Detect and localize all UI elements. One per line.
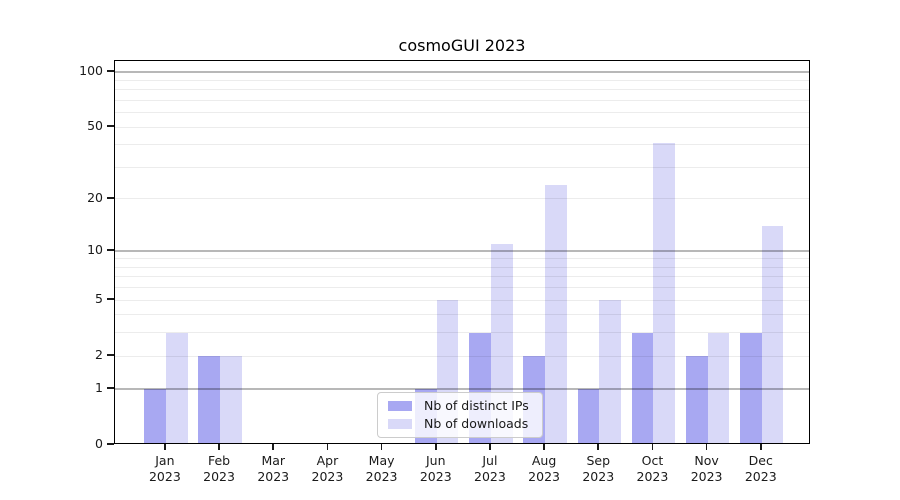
x-tick (489, 444, 491, 450)
gridline-minor (115, 144, 809, 146)
x-tick (380, 444, 383, 450)
x-tick (218, 444, 220, 450)
bar-downloads (165, 332, 188, 443)
gridline-minor (115, 314, 809, 316)
x-tick (164, 444, 166, 450)
x-tick-label: Nov 2023 (690, 453, 723, 484)
x-tick (543, 444, 545, 450)
legend-label: Nb of distinct IPs (424, 398, 529, 413)
x-tick-label: Jul 2023 (474, 453, 506, 484)
x-tick-label: Aug 2023 (528, 453, 560, 484)
x-tick-label: Jun 2023 (419, 453, 452, 484)
bar-downloads (653, 142, 676, 443)
x-tick-label: Jan 2023 (148, 453, 181, 484)
bar-distinct-ips (685, 356, 708, 443)
y-tick-label: 2 (95, 347, 103, 363)
x-tick (705, 444, 708, 450)
bar-distinct-ips (198, 356, 221, 443)
gridline-minor (115, 112, 809, 114)
y-tick-label: 20 (87, 189, 103, 205)
y-tick-label: 0 (95, 436, 103, 451)
legend-swatch-downloads (388, 418, 412, 430)
y-tick-label: 10 (87, 242, 103, 258)
legend-item: Nb of downloads (386, 417, 534, 431)
bar-distinct-ips (577, 388, 600, 443)
gridline-minor (115, 276, 809, 278)
gridline-minor (115, 99, 809, 101)
y-tick-label: 1 (95, 379, 103, 395)
gridline-minor (115, 287, 809, 289)
y-tick (107, 298, 114, 301)
bar-distinct-ips (144, 388, 166, 443)
y-tick-label: 50 (87, 118, 103, 134)
gridline-minor (115, 198, 809, 200)
y-tick (107, 354, 114, 357)
gridline-minor (115, 266, 809, 268)
bar-downloads (220, 356, 242, 443)
x-tick-label: Apr 2023 (311, 453, 344, 484)
y-tick-label: 5 (95, 291, 103, 307)
y-tick (107, 125, 114, 128)
legend-swatch-distinct-ips (388, 400, 412, 412)
gridline-major (115, 388, 809, 390)
bar-distinct-ips (740, 332, 762, 443)
legend-label: Nb of downloads (424, 416, 529, 431)
legend-item: Nb of distinct IPs (386, 399, 534, 413)
gridline-minor (115, 355, 809, 357)
gridline-minor (115, 299, 809, 301)
y-tick (107, 443, 114, 445)
gridline-major (115, 250, 809, 252)
plot-area (114, 60, 810, 444)
gridline-major (115, 71, 809, 73)
y-tick (107, 197, 114, 199)
gridline-minor (115, 332, 809, 334)
x-tick (759, 444, 762, 450)
x-tick-label: Dec 2023 (744, 453, 777, 484)
bar-downloads (761, 226, 784, 443)
gridline-minor (115, 79, 809, 81)
chart-title: cosmoGUI 2023 (398, 36, 526, 55)
x-tick-label: Mar 2023 (257, 453, 290, 484)
x-tick (651, 444, 654, 450)
gridline-minor (115, 258, 809, 260)
x-tick (272, 444, 275, 450)
x-tick (597, 444, 600, 450)
bar-downloads (545, 184, 567, 443)
x-tick-label: Sep 2023 (582, 453, 615, 484)
gridline-minor (115, 126, 809, 128)
bar-distinct-ips (631, 332, 654, 443)
y-tick-label: 100 (79, 63, 103, 78)
x-tick-label: Oct 2023 (636, 453, 669, 484)
bar-downloads (599, 300, 621, 443)
y-tick (107, 70, 114, 72)
y-tick (107, 387, 114, 389)
legend: Nb of distinct IPs Nb of downloads (377, 392, 543, 438)
x-tick (434, 444, 437, 450)
y-tick (107, 249, 114, 252)
gridline-minor (115, 89, 809, 91)
x-tick-label: May 2023 (365, 453, 398, 484)
bar-downloads (707, 332, 730, 443)
gridline-minor (115, 166, 809, 168)
x-tick (326, 444, 329, 450)
x-tick-label: Feb 2023 (203, 453, 235, 484)
